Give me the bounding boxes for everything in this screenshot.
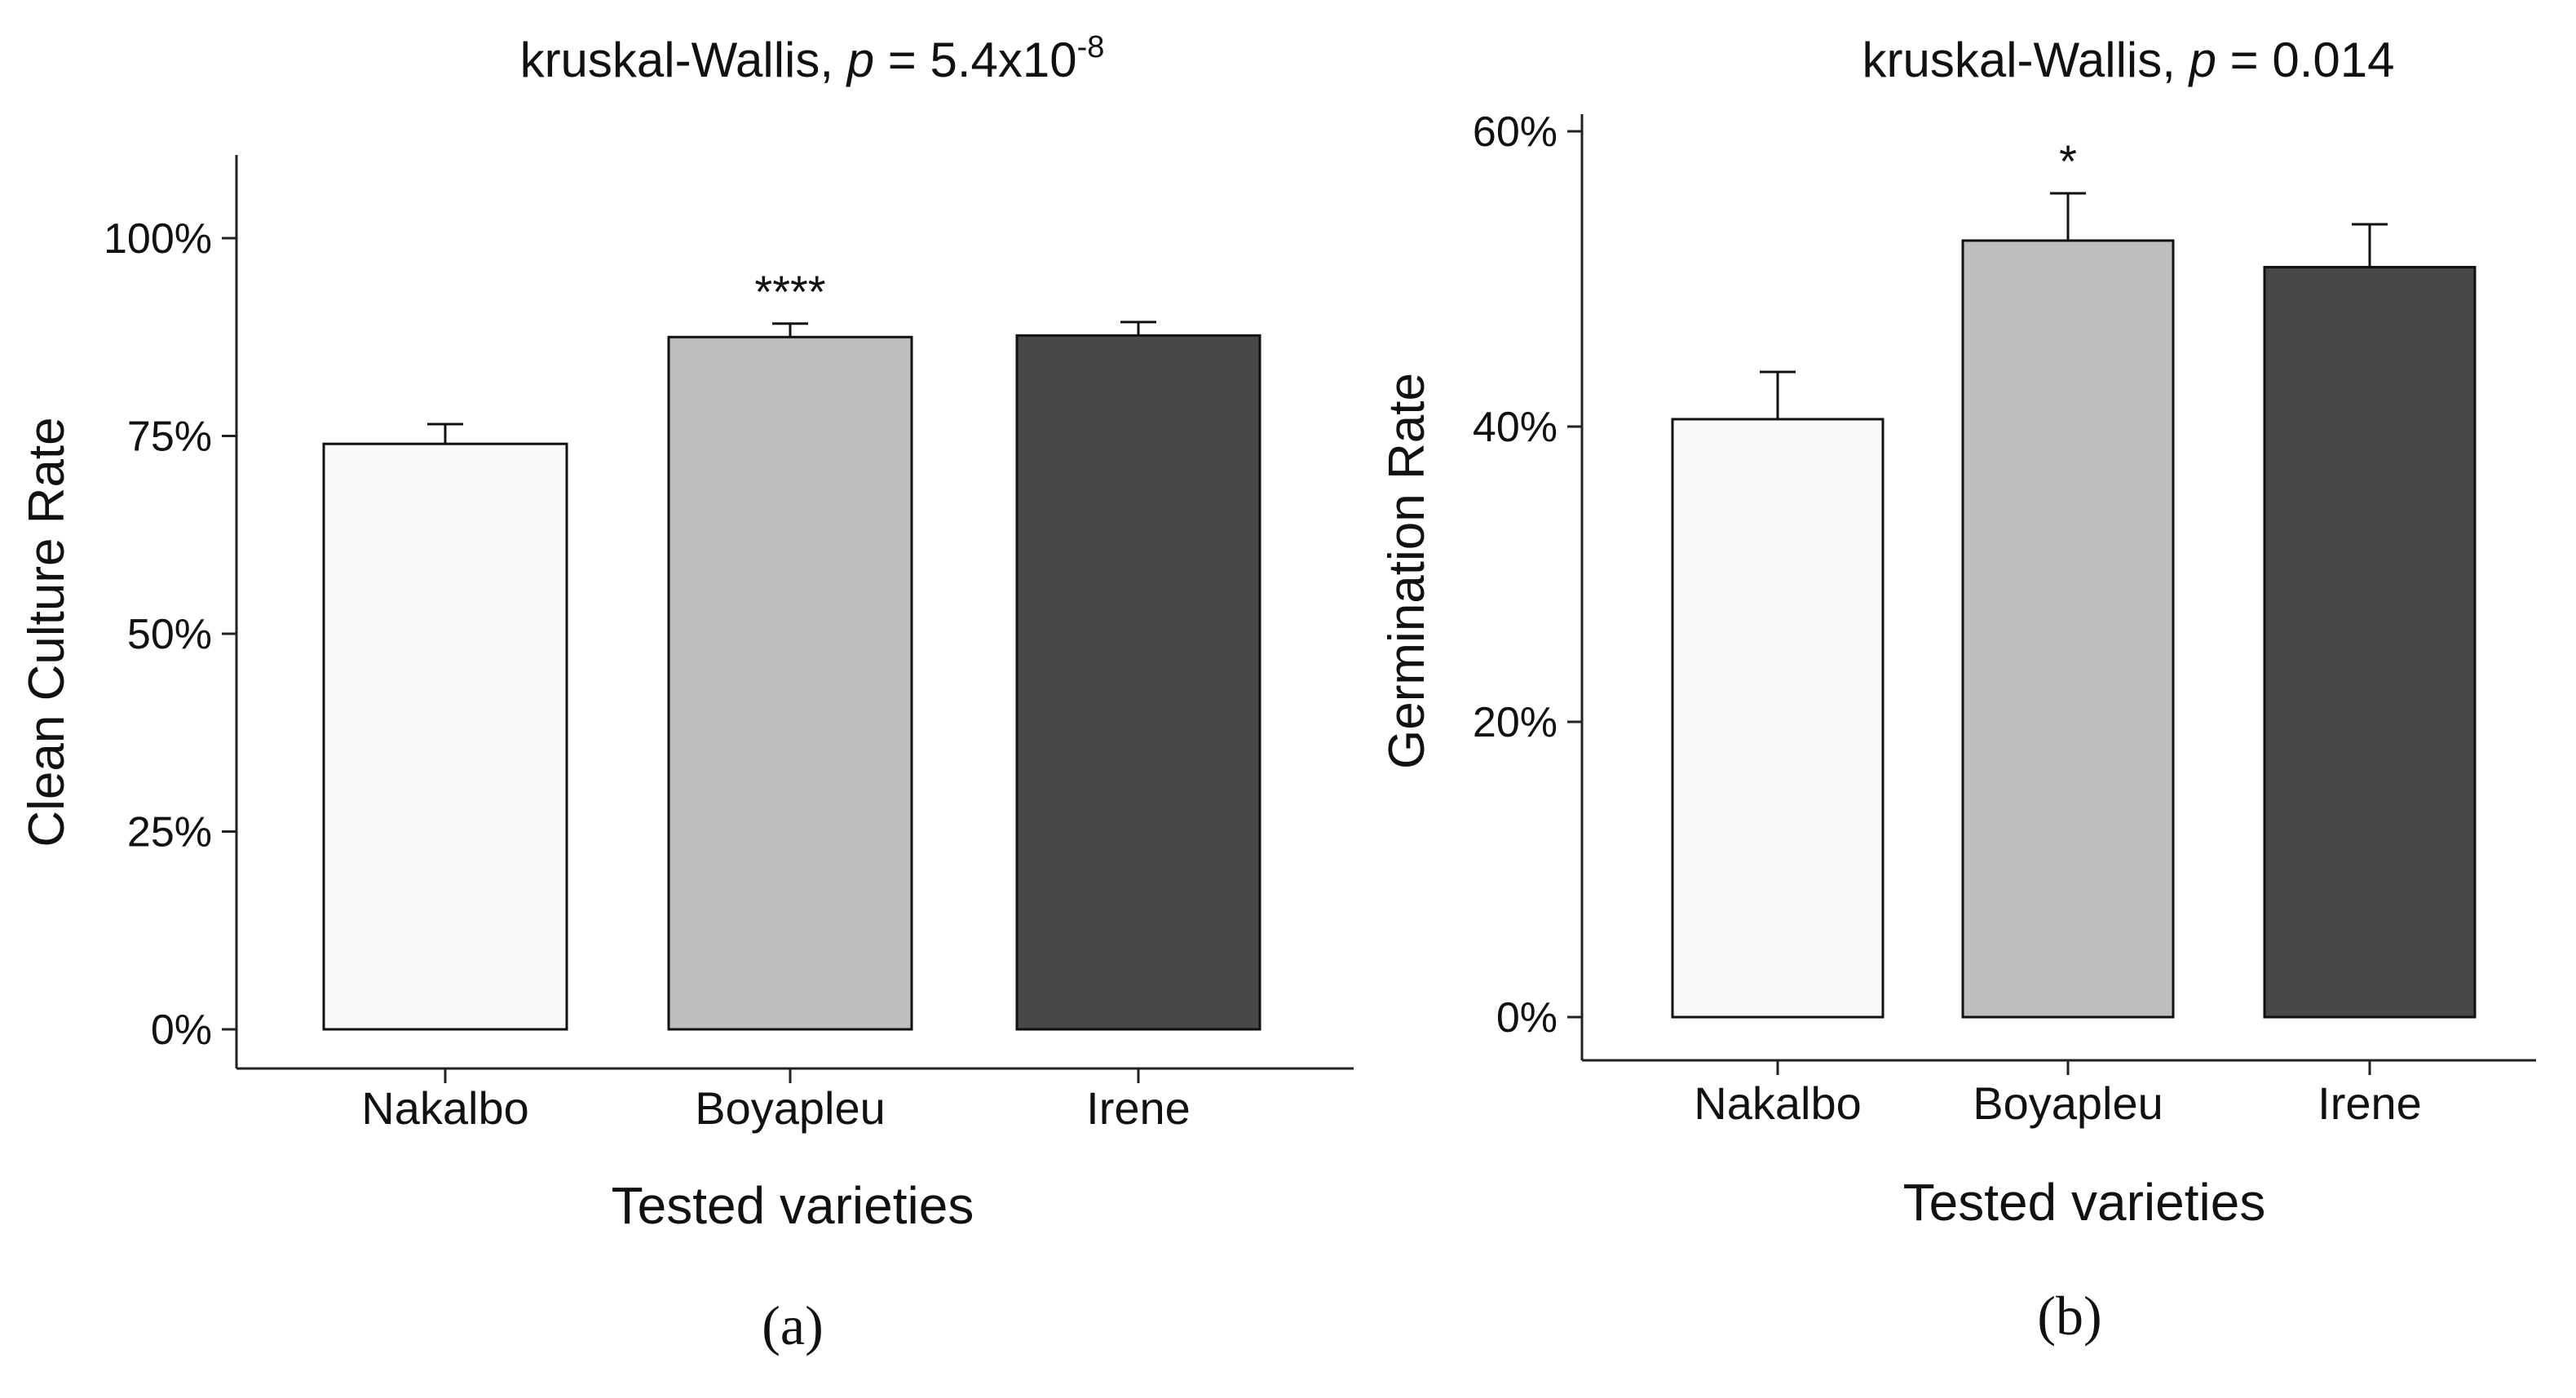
y-axis-label: Germination Rate <box>1379 373 1435 769</box>
x-tick-label: Boyapleu <box>695 1082 886 1134</box>
chart-title: kruskal-Wallis, p = 0.014 <box>1862 33 2394 87</box>
bar-irene <box>2263 266 2477 1019</box>
y-tick-label: 0% <box>151 1006 212 1054</box>
x-tick-label: Nakalbo <box>361 1082 528 1134</box>
x-tick-label: Boyapleu <box>1973 1077 2163 1129</box>
title-p: p <box>846 33 874 87</box>
y-tick-label: 75% <box>127 414 212 461</box>
bar-boyapleu <box>667 335 913 1031</box>
significance-marker: **** <box>754 266 825 317</box>
title-value: = 0.014 <box>2216 33 2395 87</box>
chart-title: kruskal-Wallis, p = 5.4x10-8 <box>520 30 1105 87</box>
y-tick-label: 20% <box>1473 699 1558 746</box>
bar-nakalbo <box>1671 418 1885 1019</box>
x-tick-label: Irene <box>2318 1077 2422 1129</box>
y-tick-label: 40% <box>1473 404 1558 451</box>
bar-boyapleu <box>1961 239 2175 1019</box>
y-tick-label: 60% <box>1473 108 1558 156</box>
bar-nakalbo <box>322 442 568 1031</box>
bar-irene <box>1015 334 1261 1031</box>
panel-label: (a) <box>762 1294 823 1356</box>
y-axis-label: Clean Culture Rate <box>19 417 75 847</box>
title-prefix: kruskal-Wallis, <box>1862 33 2189 87</box>
y-tick-label: 50% <box>127 611 212 658</box>
y-tick-label: 25% <box>127 809 212 856</box>
y-tick-label: 100% <box>104 215 212 263</box>
x-axis-label: Tested varieties <box>1903 1173 2266 1232</box>
chart-panel-a: kruskal-Wallis, p = 5.4x10-8 0% 25% 50% 75% 1… <box>19 30 1354 1356</box>
y-tick-label: 0% <box>1496 994 1558 1042</box>
title-value: = 5.4x10 <box>874 33 1077 87</box>
x-axis-label: Tested varieties <box>612 1176 974 1235</box>
title-p: p <box>2188 33 2216 87</box>
x-tick-label: Nakalbo <box>1694 1077 1861 1129</box>
chart-panel-b: kruskal-Wallis, p = 0.014 0% 20% 40% 60% Naka… <box>1379 33 2536 1347</box>
x-tick-label: Irene <box>1086 1082 1191 1134</box>
significance-marker: * <box>2059 135 2077 187</box>
panel-label: (b) <box>2037 1285 2101 1347</box>
title-prefix: kruskal-Wallis, <box>520 33 847 87</box>
title-superscript: -8 <box>1077 30 1105 64</box>
